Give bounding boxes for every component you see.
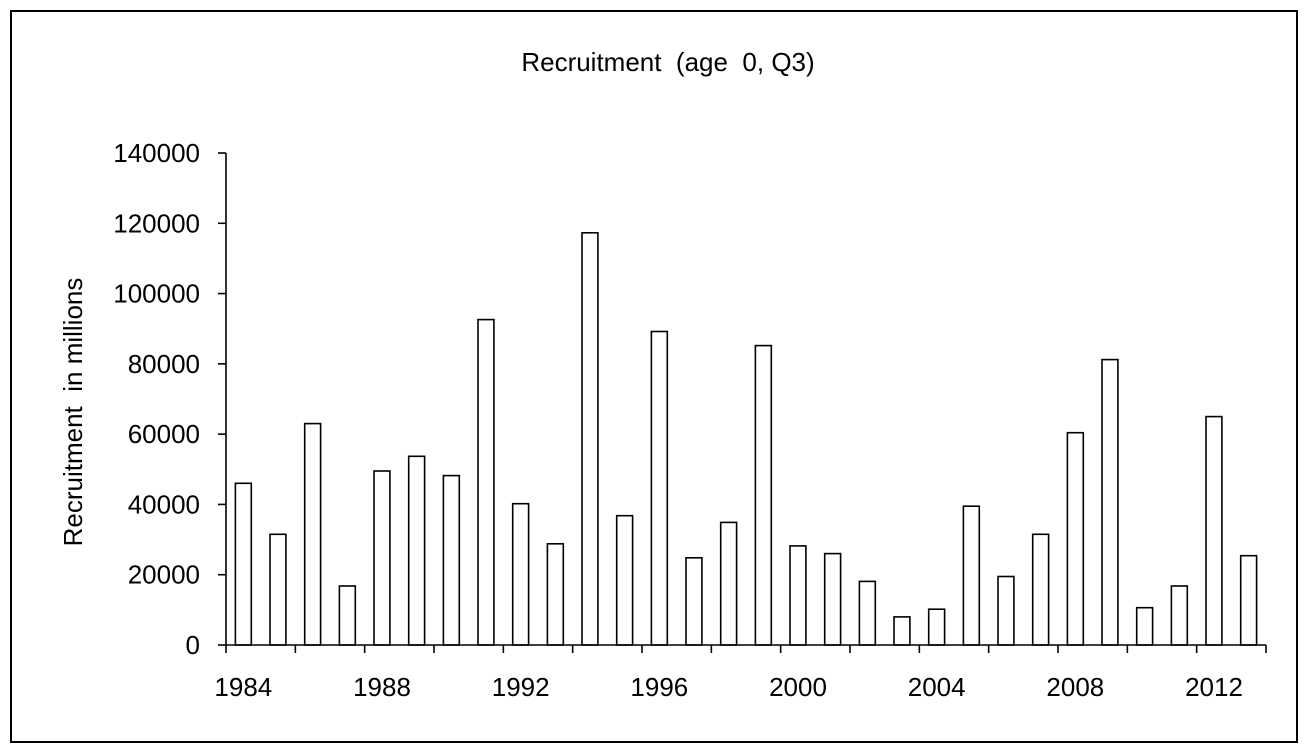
- y-axis-label: Recruitment in millions: [58, 278, 88, 547]
- bar-2013: [1239, 554, 1258, 646]
- bar-2001: [823, 552, 842, 646]
- bar-2002: [858, 580, 877, 646]
- x-tick-label: 1984: [214, 672, 272, 702]
- bar-1995: [615, 514, 634, 646]
- bar-2000: [789, 545, 807, 646]
- bar-1993: [546, 542, 565, 646]
- bar-2005: [962, 505, 981, 646]
- bar-1989: [407, 455, 426, 646]
- bar-2012: [1205, 415, 1223, 646]
- bar-1994: [581, 232, 599, 646]
- x-tick-label: 2000: [769, 672, 827, 702]
- x-tick-label: 2008: [1046, 672, 1104, 702]
- x-tick-label: 2004: [908, 672, 966, 702]
- y-tick-label: 0: [186, 630, 200, 660]
- y-axis: 0 20000 40000 60000 80000 100000 120000 140000: [113, 138, 227, 660]
- y-tick-label: 100000: [113, 279, 200, 309]
- bar-2003: [893, 616, 911, 646]
- x-axis: 1984 1988 1992 1996 2000 2004 2008 2012: [214, 644, 1267, 702]
- bar-2007: [1031, 533, 1050, 646]
- y-tick-label: 60000: [128, 419, 200, 449]
- bar-1999: [754, 344, 773, 646]
- y-tick-label: 40000: [128, 489, 200, 519]
- chart-title: Recruitment (age 0, Q3): [521, 47, 814, 77]
- y-tick-label: 20000: [128, 560, 200, 590]
- bar-1991: [477, 318, 495, 646]
- bars-group: [234, 232, 1258, 646]
- bar-1984: [234, 482, 253, 646]
- bar-1997: [685, 556, 703, 646]
- bar-2009: [1101, 358, 1119, 646]
- bar-1986: [303, 422, 322, 646]
- bar-1985: [269, 533, 287, 646]
- bar-2004: [927, 608, 946, 646]
- bar-1990: [442, 474, 461, 646]
- bar-2010: [1135, 606, 1154, 646]
- x-tick-label: 1992: [492, 672, 550, 702]
- bar-2008: [1066, 431, 1085, 646]
- y-tick-label: 140000: [113, 138, 200, 168]
- bar-1996: [650, 330, 669, 646]
- y-tick-label: 80000: [128, 349, 200, 379]
- x-tick-label: 2012: [1185, 672, 1243, 702]
- x-tick-label: 1996: [630, 672, 688, 702]
- x-tick-label: 1988: [353, 672, 411, 702]
- y-tick-label: 120000: [113, 208, 200, 238]
- bar-1987: [338, 585, 357, 646]
- bar-2006: [997, 575, 1015, 646]
- bar-2011: [1170, 585, 1189, 646]
- bar-1992: [511, 502, 530, 646]
- bar-1998: [719, 521, 738, 646]
- bar-1988: [373, 470, 391, 646]
